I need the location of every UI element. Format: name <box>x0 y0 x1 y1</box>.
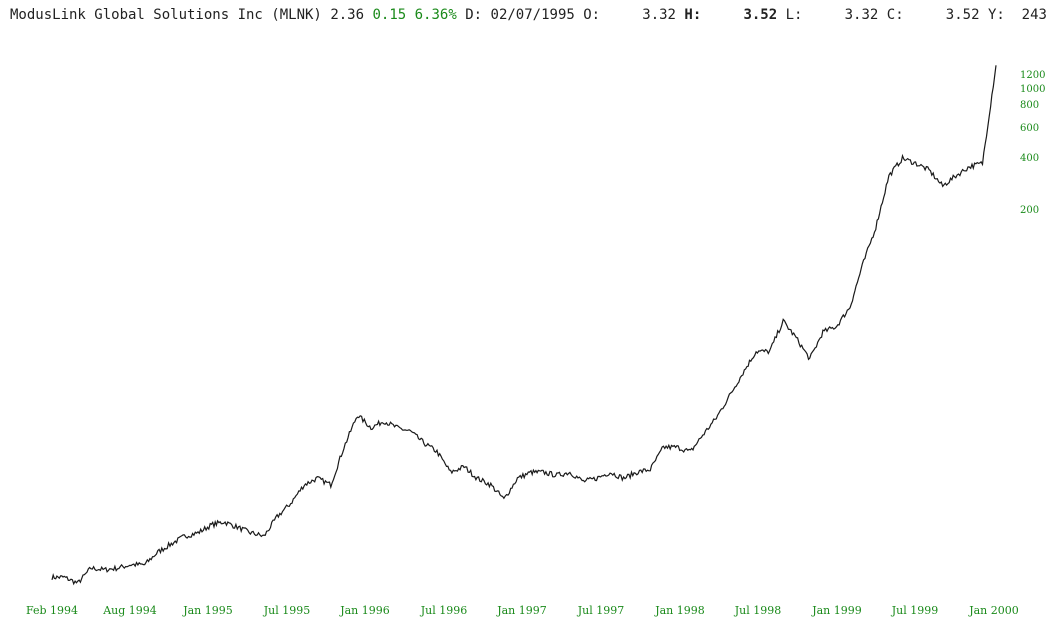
x-axis-ticks: Feb 1994 Aug 1994 Jan 1995 Jul 1995 Jan 1996… <box>26 604 1019 617</box>
last-price: 2.36 <box>330 7 365 23</box>
x-tick-label: Jul 1997 <box>577 604 625 617</box>
y-tick-label: 400 <box>1020 153 1039 164</box>
quote-header: ModusLink Global Solutions Inc (MLNK) 2.… <box>10 5 1050 25</box>
x-tick-label: Feb 1994 <box>26 604 78 617</box>
high-value: 3.52 <box>743 7 778 23</box>
x-tick-label: Jan 1998 <box>654 604 705 617</box>
x-tick-label: Jan 2000 <box>968 604 1019 617</box>
y-tick-label: 600 <box>1020 123 1039 134</box>
x-tick-label: Jul 1996 <box>420 604 468 617</box>
security-name: ModusLink Global Solutions Inc (MLNK) <box>10 7 322 23</box>
x-tick-label: Jul 1995 <box>263 604 311 617</box>
high-label: H: <box>684 7 702 23</box>
low-value: 3.32 <box>844 7 879 23</box>
close-value: 3.52 <box>945 7 980 23</box>
x-tick-label: Aug 1994 <box>102 604 157 617</box>
price-series-line <box>51 65 997 586</box>
price-change-pct: 6.36% <box>414 7 457 23</box>
y-tick-label: 1000 <box>1020 84 1045 95</box>
open-label: O: <box>583 7 601 23</box>
y-tick-label: 200 <box>1020 205 1039 216</box>
y-tick-label: 1200 <box>1020 70 1045 81</box>
y-label: Y: <box>987 7 1005 23</box>
x-tick-label: Jul 1999 <box>891 604 939 617</box>
x-tick-label: Jul 1998 <box>734 604 782 617</box>
price-change: 0.15 <box>372 7 407 23</box>
plot-area <box>51 65 997 586</box>
low-label: L: <box>785 7 803 23</box>
open-value: 3.32 <box>642 7 676 23</box>
y-tick-label: 800 <box>1020 100 1039 111</box>
x-tick-label: Jan 1995 <box>182 604 233 617</box>
x-tick-label: Jan 1997 <box>496 604 547 617</box>
close-label: C: <box>886 7 904 23</box>
y-axis-ticks: 1200 1000 800 600 400 200 <box>1020 70 1045 216</box>
date-label: D: <box>465 7 483 23</box>
x-tick-label: Jan 1999 <box>811 604 862 617</box>
date-value: 02/07/1995 <box>490 7 575 23</box>
x-tick-label: Jan 1996 <box>339 604 390 617</box>
y-value: 243.30 <box>1021 7 1050 23</box>
